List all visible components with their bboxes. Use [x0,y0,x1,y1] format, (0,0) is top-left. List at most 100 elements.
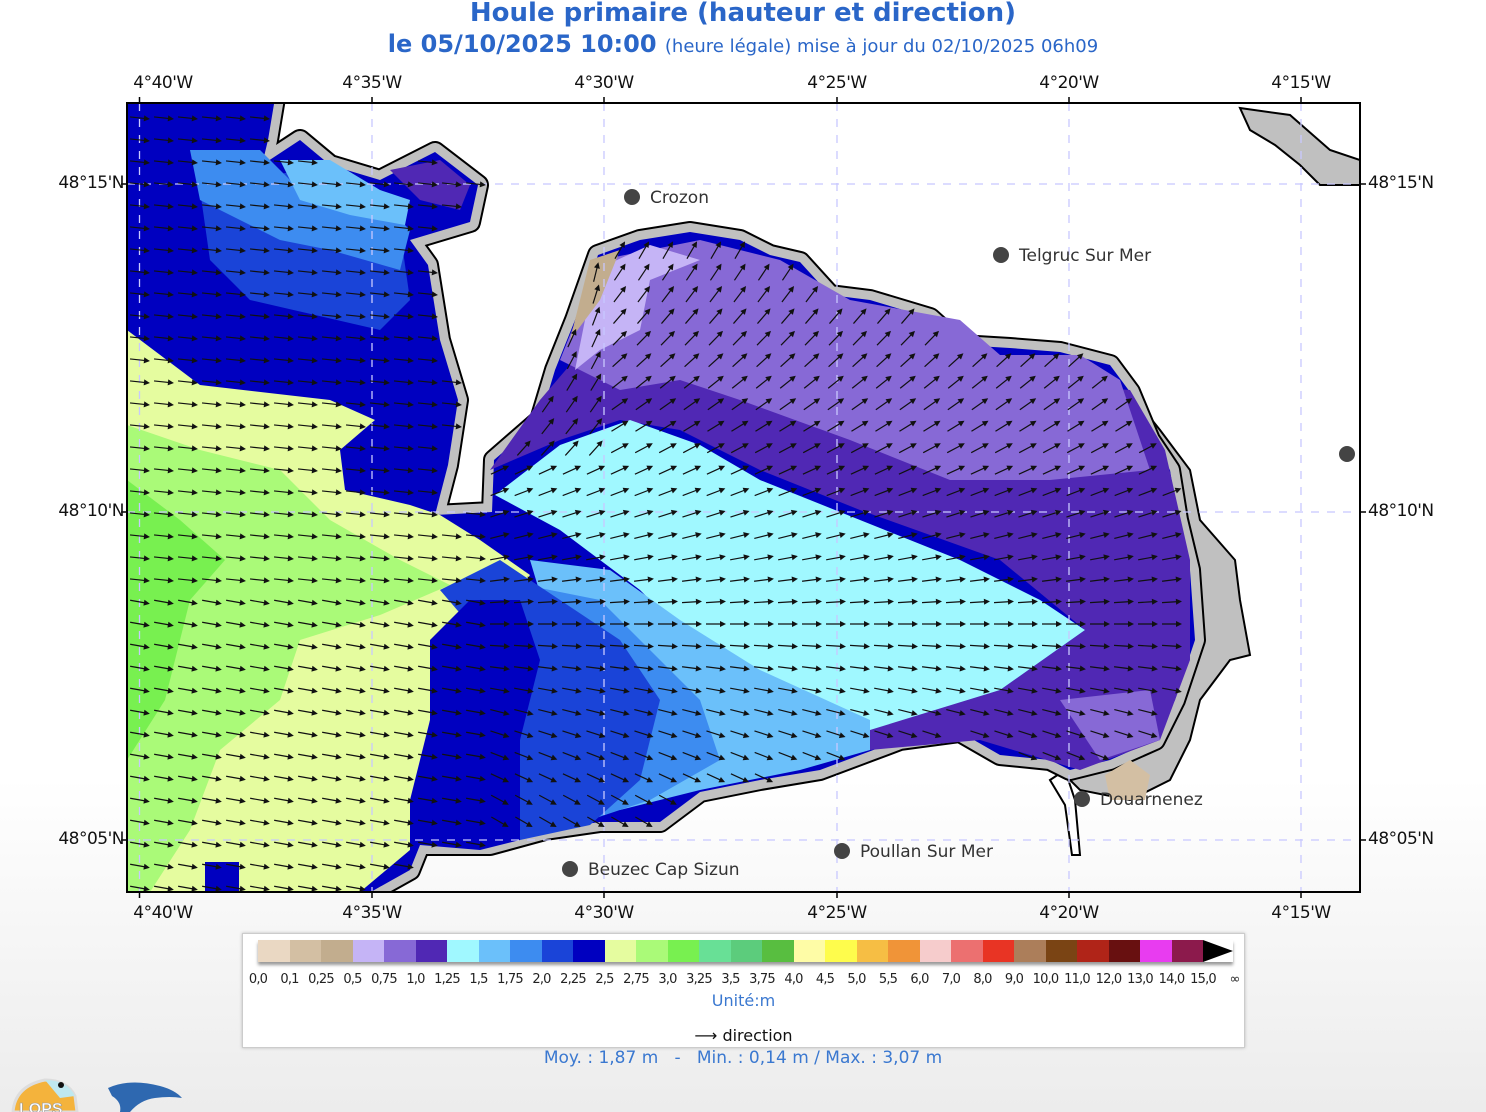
direction-arrow [273,423,294,430]
city-marker[interactable]: Telgruc Sur Mer [993,246,1151,266]
direction-arrow [514,576,534,583]
direction-arrow [899,420,917,432]
direction-arrow [417,423,438,430]
direction-arrow [225,379,246,386]
direction-arrow [154,819,174,826]
direction-arrow [298,643,318,650]
direction-arrow [201,533,222,540]
direction-arrow [297,357,318,364]
direction-arrow [154,885,174,892]
direction-arrow [970,509,990,518]
direction-arrow [705,598,726,605]
direction-arrow [706,487,726,497]
direction-arrow [946,509,966,518]
direction-arrow [898,576,918,583]
direction-arrow [1113,643,1134,650]
direction-arrow [490,687,510,694]
city-marker[interactable]: Poullan Sur Mer [834,842,993,862]
longitude-label: 4°35'W [342,73,402,93]
direction-arrow [1137,598,1158,605]
direction-arrow [369,379,390,386]
direction-arrow [297,269,318,276]
direction-arrow [730,730,750,739]
direction-arrow [1018,465,1038,475]
direction-arrow [537,598,558,605]
direction-arrow [417,533,438,540]
direction-arrow [922,487,942,497]
direction-arrow [225,489,246,496]
direction-arrow [778,730,798,739]
direction-arrow [658,532,678,540]
direction-arrow [1138,687,1158,694]
direction-arrow [153,467,174,474]
forecast-date: le 05/10/2025 10:00 (heure légale) mise … [0,30,1486,58]
direction-arrow [177,401,198,408]
direction-arrow [418,797,438,804]
direction-arrow [562,665,582,672]
direction-arrow [634,465,654,475]
zone-1-25 [495,420,1085,730]
city-marker[interactable]: Beuzec Cap Sizun [562,860,740,880]
direction-arrow [249,555,270,562]
direction-arrow [946,465,966,475]
direction-arrow [321,555,342,562]
direction-arrow [634,708,654,716]
direction-arrow [201,203,222,210]
direction-arrow [730,532,750,540]
direction-arrow [249,423,270,430]
direction-arrow [1162,532,1182,540]
city-marker[interactable] [1339,446,1355,462]
direction-arrow [874,509,894,518]
longitude-label: 4°40'W [133,73,193,93]
direction-arrow [250,599,270,606]
direction-arrow [178,753,198,760]
legend-label: 0,75 [371,972,398,987]
direction-arrow [562,751,582,761]
direction-arrow [417,203,438,210]
direction-arrow [297,291,318,298]
city-marker[interactable]: Crozon [624,188,709,208]
direction-arrow [153,247,174,254]
direction-arrow [153,401,174,408]
direction-arrow [154,753,174,760]
direction-arrow [153,489,174,496]
direction-arrow [370,643,390,650]
direction-arrow [226,687,246,694]
direction-arrow [226,665,246,672]
direction-arrow [585,598,606,605]
direction-arrow [538,576,558,583]
direction-arrow [274,731,294,738]
direction-arrow [994,532,1014,540]
direction-arrow [297,335,318,342]
direction-arrow [273,159,294,166]
direction-arrow [249,115,270,122]
direction-arrow [682,708,702,716]
direction-arrow [345,489,366,496]
direction-arrow [394,643,414,650]
direction-arrow [201,181,222,188]
direction-arrow [514,751,534,761]
latitude-label: 48°05'N [58,829,124,849]
city-label: Douarnenez [1100,790,1203,810]
direction-arrow [322,665,342,672]
legend-swatch [667,940,699,962]
direction-arrow [970,687,990,694]
legend-label: 9,0 [1004,972,1024,987]
direction-arrow [370,775,390,782]
direction-arrow [514,708,534,716]
direction-arrow [225,313,246,320]
city-marker[interactable]: Douarnenez [1074,790,1203,810]
direction-arrow [394,753,414,760]
direction-arrow [322,841,342,848]
direction-arrow [613,308,627,324]
direction-arrow [1068,353,1084,368]
direction-arrow [586,576,606,583]
direction-arrow [900,353,916,368]
direction-arrow [562,794,581,805]
direction-arrow [370,797,390,804]
direction-arrow [734,241,746,259]
direction-arrow [417,489,438,496]
direction-arrow [1091,398,1109,411]
direction-arrow [178,841,198,848]
direction-arrow [370,687,390,694]
